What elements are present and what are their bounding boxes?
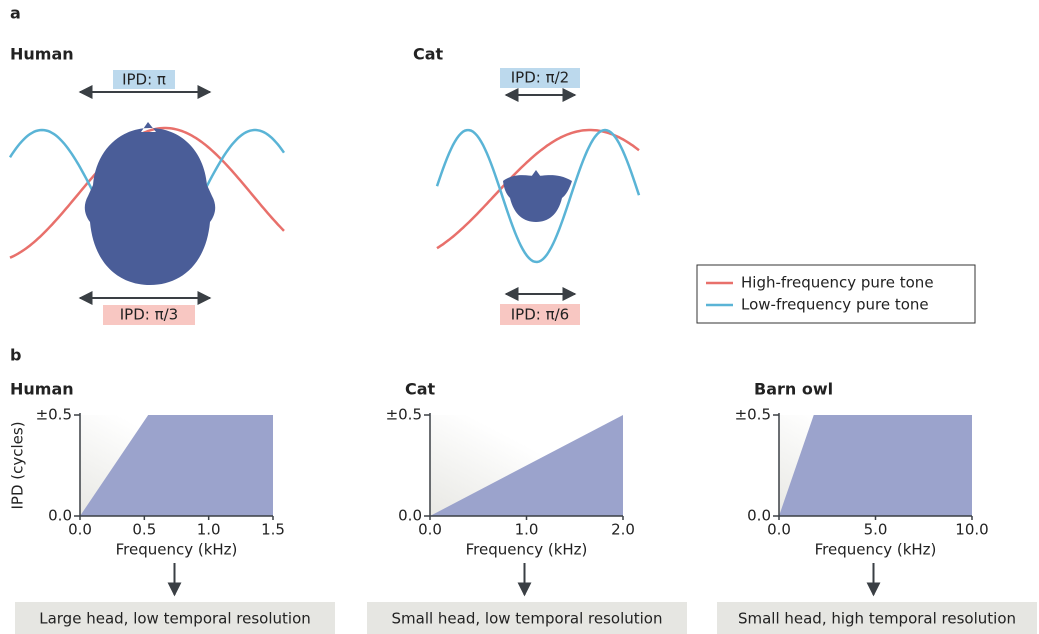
y-tick-label: ±0.5 bbox=[386, 406, 422, 424]
panel-label: a bbox=[10, 4, 21, 23]
chart-title: Barn owl bbox=[754, 380, 833, 399]
x-axis-label: Frequency (kHz) bbox=[815, 541, 937, 559]
x-tick-label: 1.5 bbox=[261, 521, 285, 539]
ipd-label: IPD: π bbox=[122, 71, 166, 89]
ipd-label: IPD: π/3 bbox=[120, 306, 178, 324]
x-tick-label: 1.0 bbox=[515, 521, 539, 539]
x-axis-label: Frequency (kHz) bbox=[116, 541, 238, 559]
ipd-label: IPD: π/2 bbox=[511, 69, 569, 87]
chart-title: Human bbox=[10, 380, 74, 399]
caption: Small head, low temporal resolution bbox=[392, 610, 663, 628]
x-tick-label: 2.0 bbox=[611, 521, 635, 539]
species-title: Cat bbox=[413, 45, 444, 64]
x-tick-label: 0.0 bbox=[418, 521, 442, 539]
ipd-label: IPD: π/6 bbox=[511, 306, 569, 324]
cat-head bbox=[503, 170, 572, 222]
x-tick-label: 1.0 bbox=[197, 521, 221, 539]
x-tick-label: 0.0 bbox=[767, 521, 791, 539]
x-tick-label: 5.0 bbox=[864, 521, 888, 539]
legend-label: Low-frequency pure tone bbox=[741, 296, 929, 314]
human-head bbox=[85, 122, 215, 285]
x-tick-label: 10.0 bbox=[955, 521, 988, 539]
caption: Small head, high temporal resolution bbox=[738, 610, 1016, 628]
panel-label: b bbox=[10, 346, 21, 365]
y-tick-label: ±0.5 bbox=[735, 406, 771, 424]
species-title: Human bbox=[10, 45, 74, 64]
y-axis-label: IPD (cycles) bbox=[9, 421, 27, 509]
x-tick-label: 0.0 bbox=[68, 521, 92, 539]
caption: Large head, low temporal resolution bbox=[39, 610, 311, 628]
y-tick-label: ±0.5 bbox=[36, 406, 72, 424]
x-axis-label: Frequency (kHz) bbox=[466, 541, 588, 559]
figure: a Human Cat IPD: π IPD: π/3 IPD: π/2 IPD… bbox=[0, 0, 1039, 634]
x-tick-label: 0.5 bbox=[132, 521, 156, 539]
legend-label: High-frequency pure tone bbox=[741, 274, 934, 292]
chart-title: Cat bbox=[405, 380, 436, 399]
